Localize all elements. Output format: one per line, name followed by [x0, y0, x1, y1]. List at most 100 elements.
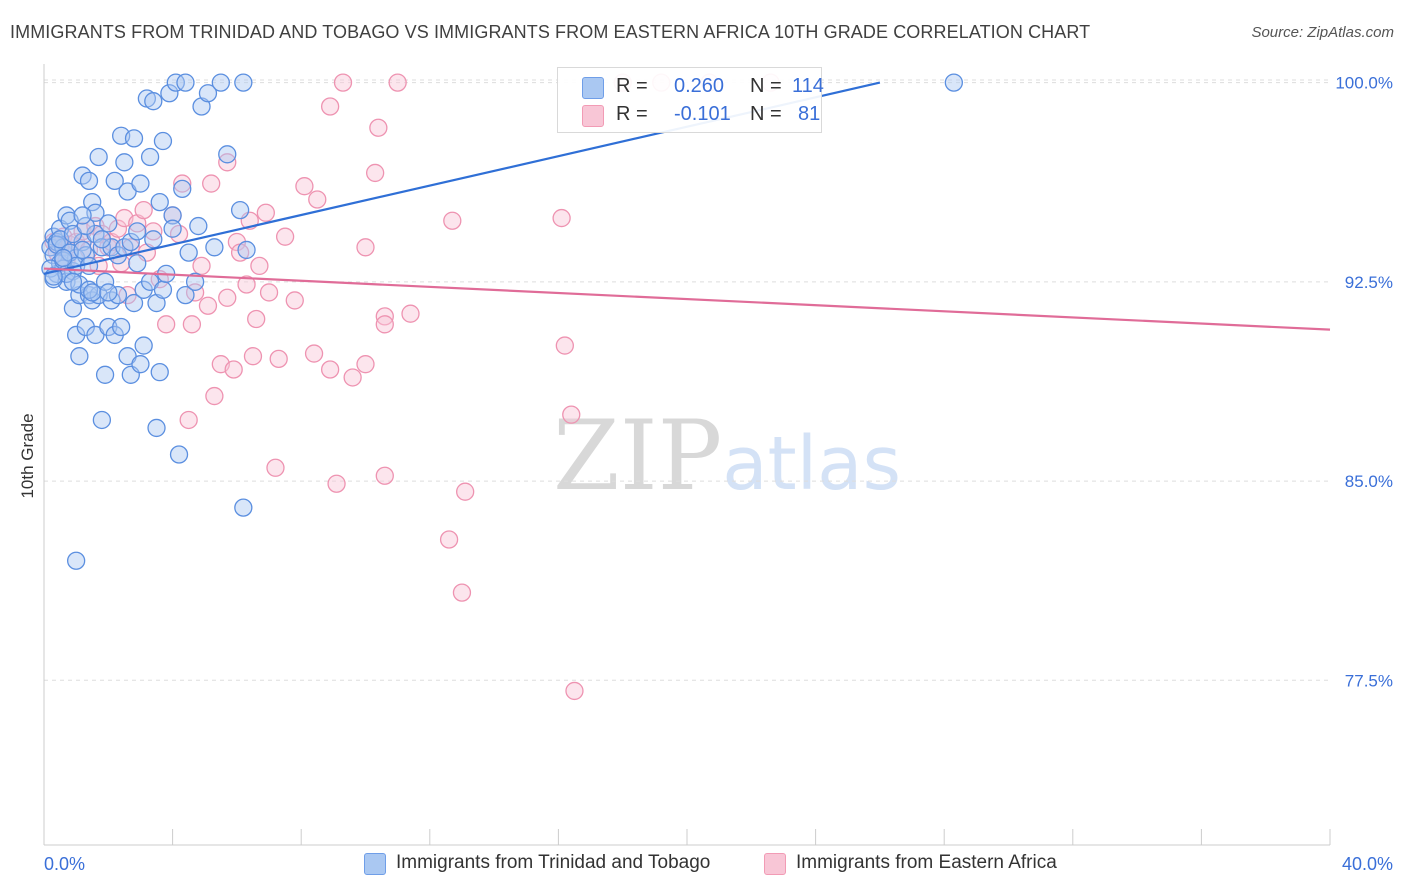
point-eastern-africa — [275, 227, 295, 246]
stats-legend: R = 0.260 N = 114 R = -0.101 N = 81 — [557, 67, 824, 133]
point-eastern-africa — [320, 97, 340, 116]
point-trinidad — [70, 347, 89, 366]
point-trinidad — [189, 216, 208, 236]
point-trinidad — [218, 145, 237, 164]
legend-r-label: R = — [616, 75, 648, 97]
point-eastern-africa — [452, 583, 472, 602]
point-eastern-africa — [356, 238, 375, 257]
point-eastern-africa — [356, 355, 375, 374]
legend-label-eastern-africa: Immigrants from Eastern Africa — [796, 852, 1057, 873]
point-eastern-africa — [247, 309, 266, 329]
y-tick-label: 85.0% — [1345, 472, 1393, 491]
point-eastern-africa — [179, 410, 198, 430]
point-eastern-africa — [562, 405, 581, 424]
point-trinidad — [163, 206, 182, 225]
point-eastern-africa — [552, 208, 571, 228]
point-eastern-africa — [369, 118, 388, 137]
point-eastern-africa — [308, 190, 327, 209]
point-eastern-africa — [439, 530, 459, 549]
point-trinidad — [79, 280, 99, 299]
watermark-zip: ZIP — [553, 400, 723, 512]
point-eastern-africa — [375, 466, 394, 485]
point-trinidad — [147, 418, 166, 438]
point-trinidad — [160, 84, 179, 103]
point-trinidad — [79, 171, 99, 191]
point-eastern-africa — [224, 360, 243, 379]
watermark-atlas: atlas — [722, 421, 902, 507]
point-trinidad — [230, 200, 250, 220]
point-trinidad — [128, 222, 147, 241]
watermark: ZIPatlas — [553, 400, 901, 512]
point-eastern-africa — [443, 211, 462, 230]
point-trinidad — [150, 362, 169, 382]
point-trinidad — [92, 410, 112, 430]
point-trinidad — [153, 280, 173, 299]
point-trinidad — [234, 498, 253, 517]
point-eastern-africa — [192, 256, 211, 276]
point-trinidad — [176, 73, 195, 92]
trend-line — [43, 267, 1331, 331]
point-eastern-africa — [202, 174, 221, 193]
point-trinidad — [99, 214, 118, 233]
point-trinidad — [237, 240, 256, 260]
legend-label-trinidad: Immigrants from Trinidad and Tobago — [396, 852, 711, 873]
legend-n-value: 81 — [798, 103, 821, 125]
y-tick-label: 92.5% — [1345, 273, 1393, 292]
point-eastern-africa — [401, 304, 420, 323]
point-trinidad — [54, 248, 73, 268]
legend-n-label: N = — [750, 75, 782, 97]
point-trinidad — [179, 243, 198, 262]
legend-swatch-pink — [582, 105, 604, 127]
point-trinidad — [153, 131, 173, 151]
legend-swatch-pink — [764, 853, 786, 875]
point-eastern-africa — [259, 283, 279, 302]
point-trinidad — [140, 147, 160, 167]
point-trinidad — [163, 219, 182, 238]
legend-r-value: 0.260 — [674, 75, 725, 97]
point-trinidad — [112, 317, 131, 337]
point-eastern-africa — [182, 315, 202, 334]
point-eastern-africa — [108, 219, 128, 238]
point-trinidad — [169, 445, 189, 464]
point-eastern-africa — [555, 336, 574, 355]
point-trinidad — [67, 551, 86, 570]
point-eastern-africa — [237, 275, 256, 294]
point-trinidad — [124, 293, 144, 313]
legend-r-value: -0.101 — [674, 103, 731, 125]
point-trinidad — [115, 153, 134, 172]
point-eastern-africa — [157, 315, 176, 334]
source-credit: Source: ZipAtlas.com — [1251, 24, 1394, 41]
point-eastern-africa — [243, 347, 263, 366]
point-eastern-africa — [320, 360, 340, 379]
point-eastern-africa — [256, 203, 275, 222]
point-trinidad — [128, 254, 147, 273]
point-eastern-africa — [327, 474, 346, 493]
point-trinidad — [185, 272, 205, 291]
x-tick-label: 40.0% — [1342, 854, 1393, 874]
point-trinidad — [124, 129, 144, 148]
point-eastern-africa — [266, 458, 285, 477]
point-eastern-africa — [388, 73, 407, 92]
point-trinidad — [105, 171, 124, 191]
point-eastern-africa — [375, 315, 394, 334]
y-tick-label: 77.5% — [1345, 671, 1393, 690]
point-trinidad — [211, 73, 230, 92]
point-trinidad — [121, 232, 140, 252]
point-trinidad — [166, 73, 185, 92]
point-trinidad — [134, 336, 153, 355]
point-trinidad — [144, 92, 163, 111]
point-eastern-africa — [304, 344, 324, 363]
point-trinidad — [89, 147, 108, 167]
point-trinidad — [176, 285, 195, 305]
point-trinidad — [131, 355, 150, 374]
point-eastern-africa — [269, 349, 288, 369]
point-trinidad — [173, 179, 192, 199]
point-eastern-africa — [365, 163, 385, 183]
legend-swatch-blue — [582, 77, 604, 99]
point-eastern-africa — [343, 368, 362, 387]
point-eastern-africa — [134, 200, 153, 220]
x-tick-label: 0.0% — [44, 854, 85, 874]
point-eastern-africa — [285, 291, 304, 310]
point-eastern-africa — [565, 681, 584, 701]
